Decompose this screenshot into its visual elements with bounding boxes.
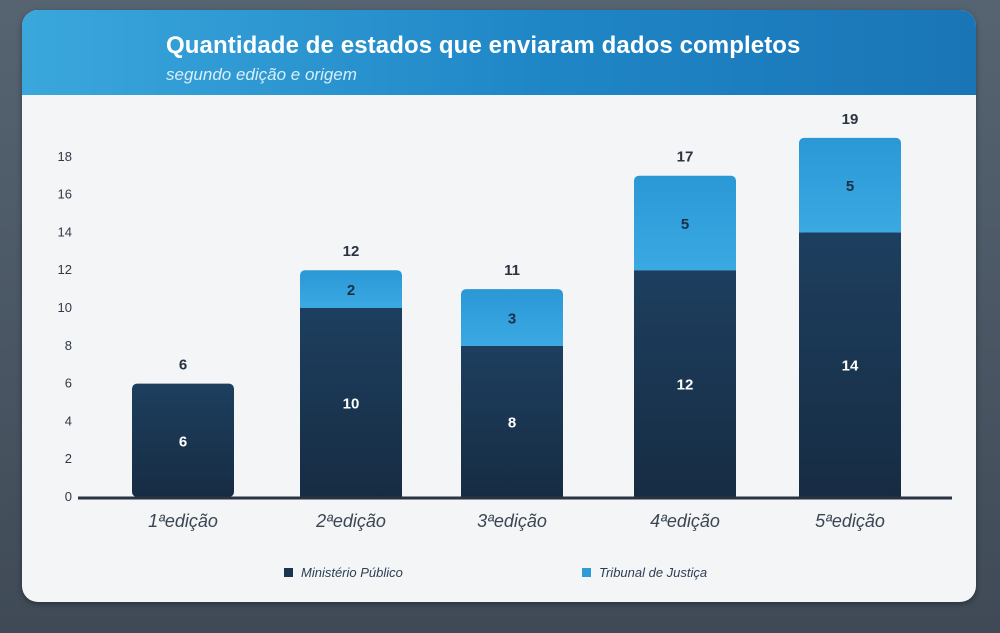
bar-tribunal-de-justica [799,137,901,233]
legend-item-tribunal-de-justica: Tribunal de Justiça [582,562,707,582]
x-axis-labels: 1ªedição 2ªedição 3ªedição 4ªedição 5ªedição [148,511,885,531]
y-tick-label: 18 [58,149,72,164]
value-label-ministerio-publico: 10 [343,396,360,413]
legend-swatch-tribunal-de-justica [582,567,591,577]
x-tick-label: 5ªedição [815,511,885,531]
value-label-ministerio-publico: 12 [677,377,694,394]
total-label: 6 [179,357,187,374]
y-tick-label: 14 [58,224,72,239]
bar-tribunal-de-justica [634,175,736,271]
bar-ministerio-publico [799,232,901,497]
bar-ministerio-publico [132,383,234,497]
y-tick-label: 0 [65,489,72,504]
total-label: 17 [677,149,694,166]
value-label-tribunal-de-justica: 5 [846,178,854,195]
value-label-tribunal-de-justica: 3 [508,310,516,327]
bar-tribunal-de-justica [461,289,563,346]
chart-card: Quantidade de estados que enviaram dados… [22,10,976,602]
bar-tribunal-de-justica-base [634,264,736,271]
y-tick-label: 6 [65,376,72,391]
total-label: 11 [504,262,520,279]
x-tick-label: 1ªedição [148,511,218,531]
y-axis: 0 2 4 6 8 10 12 14 16 18 [58,149,72,504]
value-label-tribunal-de-justica: 5 [681,216,689,233]
bar-tribunal-de-justica-base [799,226,901,233]
total-label: 19 [842,111,859,128]
value-label-tribunal-de-justica: 2 [347,282,355,299]
legend-label-tribunal-de-justica: Tribunal de Justiça [599,564,708,580]
chart-title: Quantidade de estados que enviaram dados… [166,32,801,59]
total-label: 12 [343,243,360,260]
bar-tribunal-de-justica-base [300,302,402,308]
y-tick-label: 2 [65,451,72,466]
bar-chart: 0 2 4 6 8 10 12 14 16 18 6 6 10 2 12 8 3 11 12 5 17 14 5 19 1ª… [58,111,952,531]
y-tick-label: 8 [65,338,72,353]
bar-ministerio-publico [461,345,563,497]
value-label-ministerio-publico: 8 [508,414,516,431]
value-label-ministerio-publico: 14 [842,358,859,375]
bar-ministerio-publico [634,270,736,497]
y-tick-label: 16 [58,187,72,202]
chart-header: Quantidade de estados que enviaram dados… [22,10,976,95]
y-tick-label: 10 [58,300,72,315]
x-tick-label: 3ªedição [477,511,547,531]
bars-group: 6 6 10 2 12 8 3 11 12 5 17 14 5 19 [132,111,901,497]
bar-ministerio-publico [300,308,402,497]
value-label-ministerio-publico: 6 [179,433,187,450]
y-tick-label: 12 [58,262,72,277]
bar-tribunal-de-justica-base [461,339,563,346]
chart-subtitle: segundo edição e origem [166,65,357,84]
bar-tribunal-de-justica [300,270,402,308]
x-tick-label: 2ªedição [315,511,386,531]
x-tick-label: 4ªedição [650,511,720,531]
legend-label-ministerio-publico: Ministério Público [301,564,403,580]
legend-swatch-ministerio-publico [284,567,293,577]
legend-item-ministerio-publico: Ministério Público [284,562,403,582]
y-tick-label: 4 [65,413,72,428]
